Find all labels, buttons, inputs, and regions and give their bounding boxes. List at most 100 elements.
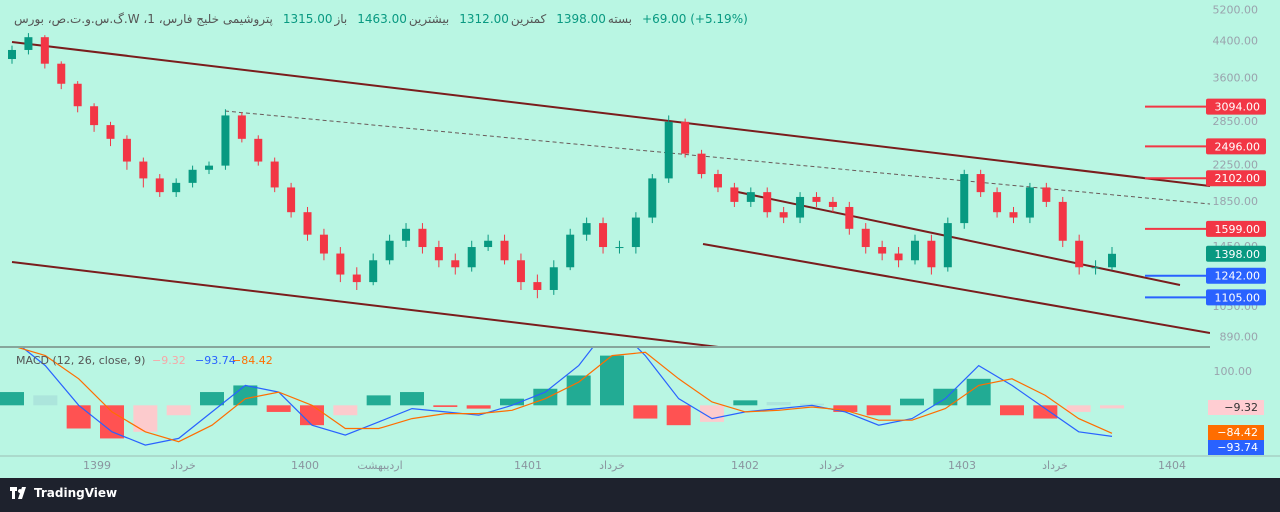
histogram-bar <box>366 395 391 406</box>
histogram-bar <box>0 392 24 406</box>
histogram-bar <box>966 378 991 406</box>
candle-body <box>599 223 608 248</box>
candle-body <box>90 106 99 126</box>
field-label: بیشترین <box>408 12 450 26</box>
candle-body <box>894 253 903 261</box>
histogram-bar <box>100 405 124 439</box>
candle-body <box>385 240 394 261</box>
y-tick-label: 100.00 <box>1214 365 1253 378</box>
histogram-bar <box>1000 405 1024 416</box>
histogram-bar <box>733 400 758 406</box>
x-tick-label: 1401 <box>514 459 542 472</box>
candle-body <box>516 260 525 283</box>
footer-bg <box>0 478 1280 480</box>
x-tick-label: اردیبهشت <box>357 459 402 472</box>
candle-body <box>812 196 821 202</box>
candle-body <box>418 228 427 248</box>
histogram-bar <box>566 375 591 406</box>
candle-body <box>8 49 16 60</box>
histogram-bar <box>1033 405 1058 419</box>
candle-body <box>861 228 870 248</box>
macd-legend-value: −93.74 <box>195 354 236 367</box>
logo <box>10 487 26 499</box>
candle-body <box>402 228 411 241</box>
candle-body <box>1009 212 1018 218</box>
candle-body <box>221 115 230 166</box>
candle-body <box>1075 240 1084 268</box>
x-tick-label: خرداد <box>170 459 196 472</box>
y-tick-label: 4400.00 <box>1213 34 1259 47</box>
level-tag <box>1206 170 1266 187</box>
candle-body <box>566 234 575 268</box>
level-label: 3094.00 <box>1215 101 1261 114</box>
candle-body <box>434 247 443 261</box>
candle-body <box>796 196 805 218</box>
x-tick-label: خرداد <box>819 459 845 472</box>
x-tick-label: 1400 <box>291 459 319 472</box>
candle-body <box>24 37 33 50</box>
macd-title: MACD (12, 26, close, 9) <box>16 354 145 367</box>
y-tick-label: 3600.00 <box>1213 72 1259 85</box>
change: +69.00 (+5.19%) <box>642 12 748 26</box>
candle-body <box>845 206 854 229</box>
x-tick-label: 1402 <box>731 459 759 472</box>
candle-body <box>188 169 197 183</box>
histogram-bar <box>233 385 258 406</box>
candle-body <box>172 182 181 193</box>
macd-tag <box>1208 425 1264 440</box>
histogram-bar <box>133 405 158 432</box>
candle-body <box>631 217 640 248</box>
histogram-bar <box>66 405 91 429</box>
candle-body <box>960 174 969 224</box>
level-label: 1599.00 <box>1215 223 1261 236</box>
candle-body <box>713 174 722 188</box>
level-label: 2496.00 <box>1215 140 1261 153</box>
histogram-bar <box>833 405 858 412</box>
field-value: 1312.00 <box>459 12 509 26</box>
chart: 5200.00 4400.00 3600.00 2850.00 2250.00 1850.… <box>0 0 1280 480</box>
histogram-bar <box>866 405 891 416</box>
field-label: باز <box>334 12 348 26</box>
x-tick-label: 1403 <box>948 459 976 472</box>
candle-body <box>336 253 345 275</box>
candle-body <box>451 260 460 268</box>
candle-body <box>828 201 837 207</box>
macd-tag-label: −84.42 <box>1217 426 1258 439</box>
ohlc-field: 1312.00 کمترین <box>459 12 546 26</box>
field-value: 1315.00 <box>282 12 333 26</box>
candle-body <box>205 165 214 170</box>
x-tick-label: 1404 <box>1158 459 1186 472</box>
candle-body <box>319 234 328 254</box>
y-tick-label: 5200.00 <box>1213 3 1259 16</box>
histogram-bar <box>433 405 458 407</box>
histogram-bar <box>333 405 358 416</box>
candle-body <box>500 240 509 261</box>
candle-body <box>730 187 739 202</box>
macd-line <box>17 348 1113 443</box>
level-tag <box>1206 98 1266 115</box>
candle-body <box>40 37 49 64</box>
candle-body <box>533 282 542 290</box>
candle-body <box>237 115 246 139</box>
candle-body <box>927 240 936 268</box>
level-label: 2102.00 <box>1215 172 1261 185</box>
level-label: 1398.00 <box>1215 248 1261 261</box>
macd-tag <box>1208 440 1264 455</box>
candle-body <box>697 153 706 175</box>
candle-body <box>1108 253 1116 268</box>
level-label: 1105.00 <box>1215 291 1261 304</box>
macd-pane <box>0 348 1124 446</box>
level-label: 1242.00 <box>1215 270 1261 283</box>
candle-body <box>287 187 296 213</box>
histogram-bar <box>766 401 791 406</box>
candle-body <box>681 121 690 154</box>
footer: TradingView <box>10 486 117 500</box>
candle-body <box>943 223 952 268</box>
candle-body <box>270 161 279 188</box>
y-tick-label: 2850.00 <box>1213 115 1259 128</box>
field-value: 1398.00 <box>556 12 606 26</box>
candle-body <box>1058 201 1067 241</box>
macd-tag-label: −9.32 <box>1224 401 1258 414</box>
candle-body <box>549 267 558 290</box>
